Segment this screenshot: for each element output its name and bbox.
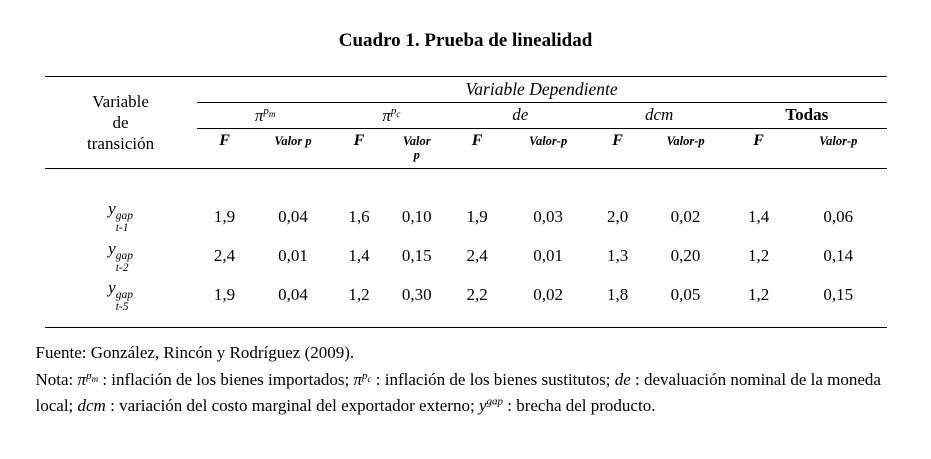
- p-value-header: Valor-p: [643, 128, 728, 170]
- ygap-symbol: ygap: [478, 395, 503, 415]
- table-cell: 0,10: [401, 206, 432, 226]
- pi-pm-symbol: πpm: [254, 105, 276, 125]
- row-label: y gap t-1: [108, 199, 133, 235]
- table-cell: 1,4: [348, 246, 370, 266]
- pi-pc-symbol: πpc: [382, 105, 401, 125]
- dcm-symbol: dcm: [77, 395, 106, 415]
- f-stat-header: F: [333, 128, 385, 170]
- table-notes: Fuente: González, Rincón y Rodríguez (20…: [36, 340, 896, 419]
- dependent-variable-header: Variable Dependiente: [196, 76, 887, 103]
- transition-variable-header: Variable de transición: [44, 75, 197, 170]
- table-cell: 1,9: [196, 275, 253, 328]
- f-stat-header: F: [727, 128, 791, 170]
- p-value-header: Valor-p: [505, 128, 592, 170]
- table-row-ygap-t2: y gap t-2 2,4 0,01 1,4 0,15 2,4 0,01 1,3 0…: [45, 237, 887, 276]
- table-cell: 1,2: [747, 246, 770, 266]
- group-header-de: de: [449, 102, 592, 129]
- transition-header-line: Variable: [92, 91, 149, 111]
- table-cell: 0,30: [384, 275, 450, 328]
- row-label: y gap t-5: [44, 275, 197, 328]
- table-cell: 1,2: [727, 275, 791, 328]
- nota-segment: : devaluación nominal de la moneda local…: [35, 370, 881, 415]
- nota-segment: : inflación de los bienes sustitutos;: [375, 370, 615, 390]
- header-row-top: Variable de transición Variable Dependie…: [44, 75, 887, 170]
- table-cell: 0,03: [533, 206, 563, 226]
- table-cell: 1,3: [606, 246, 629, 266]
- de-symbol: de: [512, 105, 529, 125]
- pi-pm-symbol: πpm: [77, 369, 99, 390]
- table-cell: 2,2: [449, 275, 505, 328]
- nota-prefix: Nota:: [35, 370, 78, 390]
- table-cell: 0,20: [670, 246, 701, 266]
- table-cell: 0,04: [278, 206, 308, 226]
- table-cell: 2,4: [466, 246, 488, 266]
- group-header-todas: Todas: [727, 102, 887, 129]
- table-cell: 2,0: [606, 206, 629, 226]
- ygap-t2-symbol: gap t-2: [115, 249, 133, 274]
- transition-header-line: transición: [87, 134, 155, 154]
- table-cell: 0,06: [823, 206, 854, 226]
- nota-segment: : variación del costo marginal del expor…: [110, 395, 479, 415]
- table-cell: 0,01: [278, 246, 308, 266]
- de-symbol: de: [614, 370, 631, 390]
- header-row-statistics: F Valor p F Valor p F Valor-p F Valor-p …: [45, 128, 887, 170]
- ygap-t5-symbol: gap t-5: [115, 288, 133, 313]
- table-cell: 0,15: [401, 246, 432, 266]
- table-cell: 0,01: [533, 246, 563, 266]
- f-stat-header: F: [449, 128, 505, 170]
- source-note: Fuente: González, Rincón y Rodríguez (20…: [35, 342, 355, 362]
- table-cell: 0,05: [643, 275, 728, 328]
- table-cell: 1,2: [333, 275, 385, 328]
- table-cell: 0,02: [670, 206, 701, 226]
- table-title: Cuadro 1. Prueba de linealidad: [338, 30, 593, 51]
- table-row-ygap-t5: y gap t-5 1,9 0,04 1,2 0,30 2,2 0,02 1,8 0…: [44, 275, 887, 328]
- table-cell: 2,4: [213, 246, 236, 266]
- table-cell: 1,9: [466, 206, 488, 226]
- table-cell: 1,9: [213, 206, 236, 226]
- table-cell: 1,8: [591, 275, 644, 328]
- table-row-ygap-t1: y gap t-1 1,9 0,04 1,6 0,10 1,9 0,03 2,0 0…: [45, 169, 887, 237]
- p-value-header: Valor p: [384, 128, 450, 170]
- f-stat-header: F: [196, 128, 253, 170]
- linearity-test-table: Variable de transición Variable Dependie…: [44, 75, 887, 328]
- f-stat-header: F: [591, 128, 644, 170]
- transition-header-line: de: [112, 113, 129, 133]
- group-header-pi-pm: πpm: [196, 102, 334, 129]
- table-cell: 1,4: [747, 206, 770, 226]
- header-row-groups: πpm πpc de dcm Todas: [45, 102, 887, 129]
- row-label: y gap t-2: [108, 238, 133, 274]
- nota-note: Nota: πpm : inflación de los bienes impo…: [36, 367, 896, 418]
- nota-segment: : brecha del producto.: [507, 395, 656, 415]
- table-cell: 1,6: [348, 206, 370, 226]
- pi-pc-symbol: πpc: [353, 369, 372, 390]
- todas-label: Todas: [785, 105, 829, 125]
- group-header-dcm: dcm: [591, 102, 728, 129]
- table-cell: 0,02: [505, 275, 592, 328]
- nota-segment: : inflación de los bienes importados;: [102, 370, 354, 390]
- dcm-symbol: dcm: [645, 105, 674, 125]
- p-value-header: Valor-p: [790, 128, 887, 170]
- ygap-t1-symbol: gap t-1: [115, 210, 133, 235]
- table-cell: 0,14: [823, 246, 854, 266]
- group-header-pi-pc: πpc: [333, 102, 450, 129]
- table-cell: 0,15: [790, 275, 887, 328]
- p-value-header: Valor p: [252, 128, 334, 170]
- table-cell: 0,04: [252, 275, 334, 328]
